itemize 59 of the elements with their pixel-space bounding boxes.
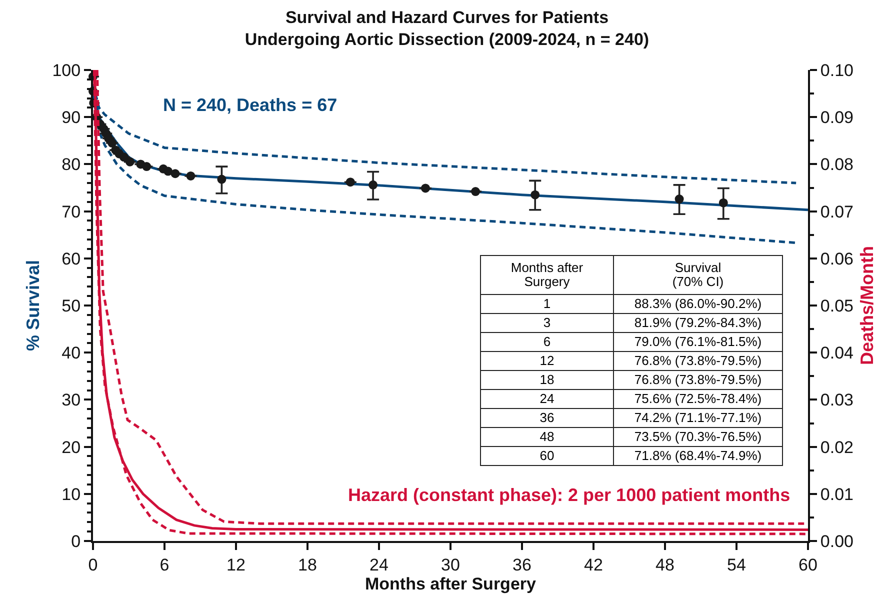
- y-tick-label: 100: [52, 60, 81, 80]
- y-tick-label: 0: [71, 532, 81, 551]
- x-axis-title: Months after Surgery: [365, 574, 537, 594]
- y2-tick-label: 0.03: [820, 390, 854, 410]
- x-tick-label: 12: [226, 555, 246, 574]
- annotation: 24: [480, 390, 614, 408]
- y2-tick-label: 0.05: [820, 296, 854, 316]
- x-tick-label: 60: [798, 555, 818, 574]
- annotation: 79.0% (76.1%-81.5%): [614, 332, 782, 352]
- y2-tick-label: 0.01: [820, 484, 854, 504]
- y-tick-label: 50: [62, 296, 81, 316]
- annotation: 81.9% (79.2%-84.3%): [614, 314, 782, 332]
- annotation: 75.6% (72.5%-78.4%): [614, 390, 782, 408]
- chart-title: Survival and Hazard Curves for Patients Undergoing Aortic Dissection (2009-2024, n = 240): [244, 8, 650, 50]
- x-tick-label: 36: [512, 555, 532, 574]
- annotation: 6: [480, 332, 614, 352]
- y2-tick-label: 0.00: [820, 532, 854, 551]
- x-tick-label: 18: [298, 555, 317, 574]
- y2-tick-label: 0.07: [820, 202, 854, 222]
- y2-tick-label: 0.02: [820, 438, 854, 457]
- y2-tick-label: 0.08: [820, 155, 854, 174]
- x-tick-label: 0: [88, 555, 98, 574]
- y-tick-label: 20: [62, 438, 81, 457]
- y2-tick-label: 0.06: [820, 249, 854, 268]
- annotation: 74.2% (71.1%-77.1%): [614, 408, 782, 428]
- x-tick-label: 48: [656, 555, 674, 574]
- x-tick-label: 54: [727, 555, 746, 574]
- annotation: 36: [480, 408, 614, 428]
- annotation: 48: [480, 428, 614, 446]
- annotation: 76.8% (73.8%-79.5%): [614, 370, 782, 390]
- y2-tick-label: 0.09: [820, 108, 854, 128]
- annotation: 12: [480, 352, 614, 370]
- y2-axis-title: Deaths/Month: [857, 246, 878, 365]
- annotation: 76.8% (73.8%-79.5%): [614, 352, 782, 370]
- y-tick-label: 30: [62, 390, 81, 410]
- y2-tick-label: 0.10: [820, 60, 854, 80]
- annotation: 60: [480, 446, 614, 466]
- annotation: 18: [480, 370, 614, 390]
- y-tick-label: 70: [62, 202, 81, 222]
- y-tick-label: 60: [62, 249, 81, 268]
- y-tick-label: 90: [62, 108, 81, 128]
- y-tick-label: 10: [62, 484, 81, 504]
- annotation: 3: [480, 314, 614, 332]
- y2-tick-label: 0.04: [820, 344, 854, 363]
- annotation: Months after Surgery: [480, 256, 614, 294]
- y-tick-label: 80: [62, 155, 81, 174]
- x-tick-label: 6: [160, 555, 170, 574]
- y-axis-title: % Survival: [22, 260, 43, 352]
- annotation: Survival (70% CI): [614, 256, 782, 294]
- x-tick-label: 42: [584, 555, 603, 574]
- annotation: 73.5% (70.3%-76.5%): [614, 428, 782, 446]
- annotation: 1: [480, 294, 614, 314]
- annotation: 88.3% (86.0%-90.2%): [614, 294, 782, 314]
- y-tick-label: 40: [62, 344, 81, 363]
- annotation: N = 240, Deaths = 67: [163, 95, 338, 115]
- x-tick-label: 30: [441, 555, 460, 574]
- x-tick-label: 24: [370, 555, 388, 574]
- annotation: Hazard (constant phase): 2 per 1000 patient months: [348, 485, 790, 505]
- annotation: 71.8% (68.4%-74.9%): [614, 446, 782, 466]
